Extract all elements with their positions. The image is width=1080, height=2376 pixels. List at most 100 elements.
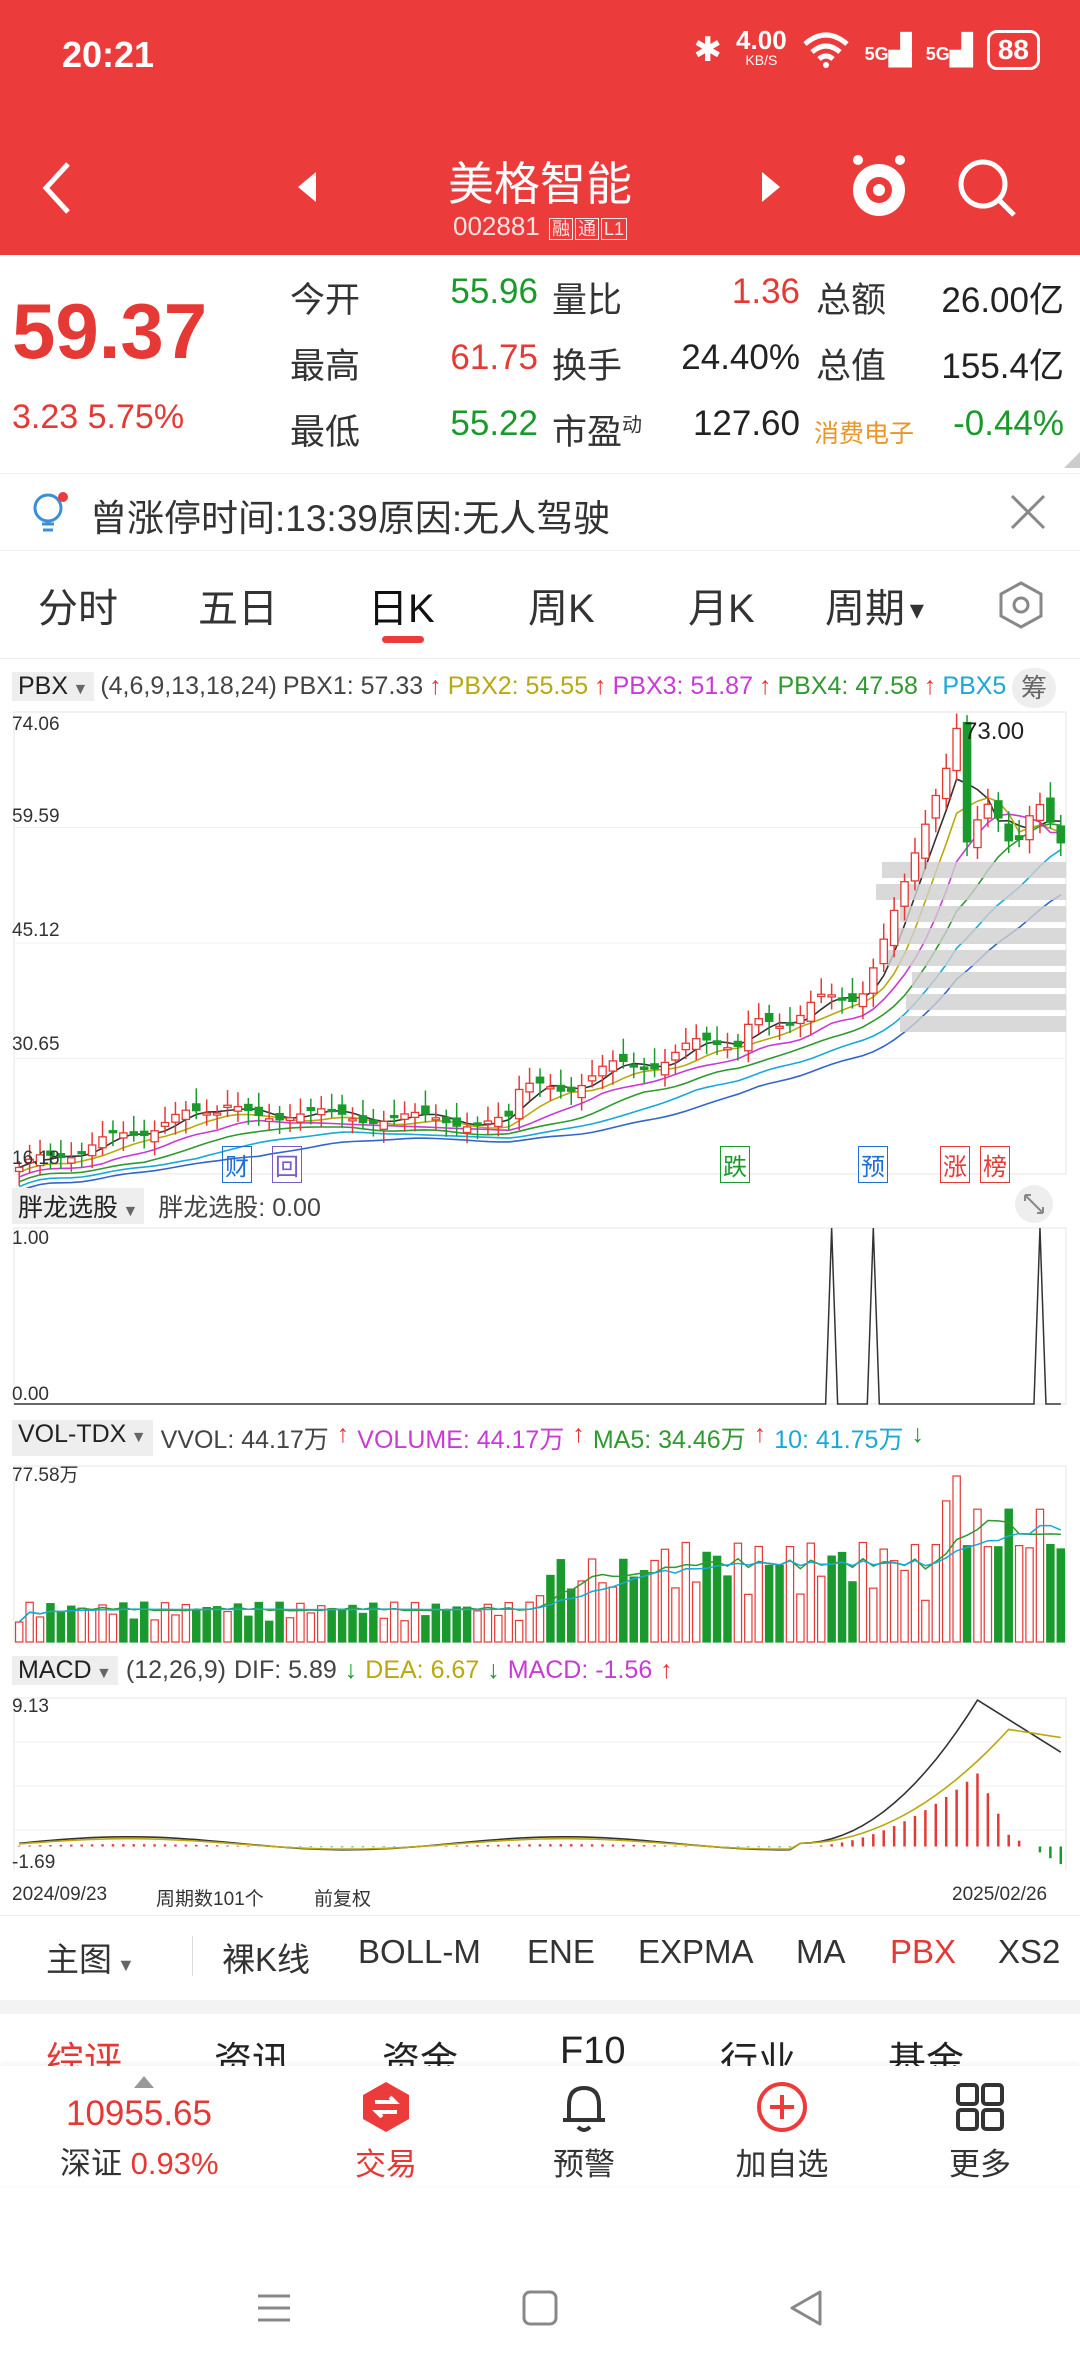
amount-label: 总额: [816, 281, 887, 320]
chip-bar: [900, 906, 1066, 922]
tab-period[interactable]: 周期▼: [825, 576, 929, 634]
volume-bar: [223, 1610, 232, 1643]
signal-selector[interactable]: 胖龙选股 ▼: [12, 1188, 145, 1224]
limit-up-notice[interactable]: 曾涨停时间:13:39原因:无人驾驶: [0, 473, 1080, 551]
candle-body: [514, 1088, 524, 1120]
nav-add-watchlist[interactable]: 加自选: [702, 2080, 862, 2184]
tab-industry[interactable]: 行业: [720, 2041, 797, 2068]
date-end: 2025/02/26: [952, 1884, 1048, 1905]
index-name: 深证: [60, 2146, 122, 2181]
event-buyback[interactable]: 回: [272, 1146, 302, 1183]
ma-line: [18, 822, 1061, 1183]
volume-bar: [910, 1543, 920, 1643]
event-limit-up[interactable]: 涨: [940, 1146, 970, 1183]
candle-body: [546, 1086, 555, 1090]
candle-body: [369, 1119, 378, 1125]
event-financial[interactable]: 财: [222, 1146, 252, 1183]
nav-more[interactable]: 更多: [900, 2080, 1060, 2184]
level-tag: L1: [600, 218, 628, 240]
indicator-ene[interactable]: ENE: [527, 1933, 595, 1970]
main-chart-selector[interactable]: 主图 ▼: [46, 1933, 135, 1981]
indicator-ma[interactable]: MA: [796, 1933, 846, 1970]
tab-fund-flow[interactable]: 资金: [382, 2041, 459, 2068]
robot-assistant-icon[interactable]: [848, 152, 910, 222]
settings-hexagon-icon[interactable]: [996, 580, 1046, 630]
arrow-up-icon: ↑: [594, 672, 607, 700]
tab-five-day[interactable]: 五日: [198, 587, 278, 631]
volume-bar: [264, 1620, 274, 1643]
notice-text: 曾涨停时间:13:39原因:无人驾驶: [90, 498, 611, 539]
ma-line: [18, 894, 1062, 1193]
prev-stock-icon[interactable]: [296, 170, 320, 204]
tab-news[interactable]: 资讯: [214, 2041, 291, 2068]
nav-alert[interactable]: 预警: [504, 2080, 664, 2184]
volume-bar: [369, 1602, 378, 1643]
pane-frame: [13, 1227, 1067, 1405]
candle-body: [66, 1157, 76, 1164]
indicator-expma[interactable]: EXPMA: [638, 1933, 754, 1970]
dea-value: DEA: 6.67: [365, 1656, 480, 1684]
wifi-icon: [803, 32, 849, 68]
volume-bar: [160, 1602, 170, 1643]
tab-f10[interactable]: F10: [560, 2030, 626, 2068]
ma-line: [18, 849, 1062, 1188]
signal-value: 胖龙选股: 0.00: [158, 1194, 321, 1222]
candle-body: [191, 1103, 201, 1112]
candle-body: [785, 1022, 795, 1026]
tab-fund[interactable]: 基金: [888, 2041, 965, 2068]
event-drop[interactable]: 跌: [720, 1146, 750, 1183]
indicator-pbx[interactable]: PBX: [890, 1933, 957, 1970]
arrow-up-icon: ↑: [336, 1420, 350, 1448]
arrow-up-icon: ↑: [429, 672, 442, 700]
chip-distribution-button[interactable]: 筹: [1012, 668, 1056, 708]
sector-link[interactable]: 消费电子: [814, 420, 915, 448]
kline-chart-area[interactable]: [0, 700, 1080, 1870]
signal-y-bottom: 0.00: [12, 1384, 49, 1405]
tab-daily-k[interactable]: 日K: [368, 587, 435, 631]
candle-body: [181, 1109, 191, 1121]
indicator-naked-k[interactable]: 裸K线: [222, 1941, 311, 1978]
volume-selector[interactable]: VOL-TDX ▼: [12, 1420, 153, 1456]
index-info[interactable]: 深证 0.93%: [60, 2138, 219, 2183]
macd-selector[interactable]: MACD ▼: [12, 1656, 118, 1685]
candle-body: [900, 881, 909, 907]
nav-trade[interactable]: 交易: [306, 2080, 466, 2184]
tab-period-label: 周期: [825, 587, 905, 631]
next-stock-icon[interactable]: [758, 170, 782, 204]
menu-lines-icon[interactable]: [254, 2288, 294, 2328]
close-icon[interactable]: [1008, 492, 1048, 532]
volume-bar: [983, 1546, 993, 1643]
chip-bar: [906, 994, 1066, 1010]
expand-icon[interactable]: [1014, 1184, 1054, 1224]
tab-intraday[interactable]: 分时: [38, 587, 118, 631]
indicator-selector[interactable]: PBX ▼: [12, 672, 95, 701]
volume-bar: [1014, 1545, 1024, 1643]
pe-dynamic-mark: 动: [622, 414, 643, 437]
chevron-down-icon: ▼: [905, 597, 929, 625]
candle-body: [806, 1001, 816, 1022]
tab-weekly-k[interactable]: 周K: [528, 587, 595, 631]
indicator-boll-m[interactable]: BOLL-M: [358, 1933, 481, 1970]
candle-body: [306, 1107, 316, 1112]
event-forecast[interactable]: 预: [858, 1146, 888, 1183]
volume-indicator-name: VOL-TDX: [18, 1420, 127, 1448]
indicator-xs2[interactable]: XS2: [998, 1933, 1061, 1970]
event-ranking[interactable]: 榜: [980, 1146, 1010, 1183]
back-triangle-icon[interactable]: [786, 2288, 826, 2328]
status-time: 20:21: [62, 34, 155, 75]
back-icon[interactable]: [38, 158, 78, 218]
tab-monthly-k[interactable]: 月K: [688, 587, 755, 631]
volume-bar: [619, 1558, 628, 1643]
signal-y-top: 1.00: [12, 1228, 49, 1249]
signal-pane: [13, 1227, 1067, 1405]
volume-ma-line: [18, 1524, 1062, 1623]
volume-bar: [858, 1541, 868, 1643]
open-value: 55.96: [450, 272, 538, 311]
tab-overview[interactable]: 综评: [46, 2041, 123, 2068]
volume-bar: [587, 1558, 597, 1643]
volume-bar: [285, 1617, 295, 1643]
grid-more-icon: [956, 2083, 1004, 2131]
search-icon[interactable]: [956, 157, 1018, 219]
index-value[interactable]: 10955.65: [66, 2094, 212, 2133]
home-square-icon[interactable]: [520, 2288, 560, 2328]
